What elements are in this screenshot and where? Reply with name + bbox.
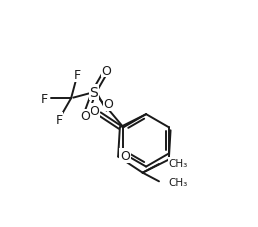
Text: F: F [55, 113, 62, 126]
Text: CH₃: CH₃ [168, 178, 188, 188]
Text: O: O [102, 64, 111, 77]
Text: O: O [103, 98, 113, 111]
Text: S: S [90, 86, 98, 100]
Text: O: O [120, 149, 130, 162]
Text: CH₃: CH₃ [168, 158, 188, 168]
Text: F: F [74, 69, 81, 82]
Text: O: O [80, 110, 90, 123]
Text: F: F [41, 92, 48, 105]
Text: O: O [170, 156, 180, 169]
Text: O: O [90, 104, 99, 117]
